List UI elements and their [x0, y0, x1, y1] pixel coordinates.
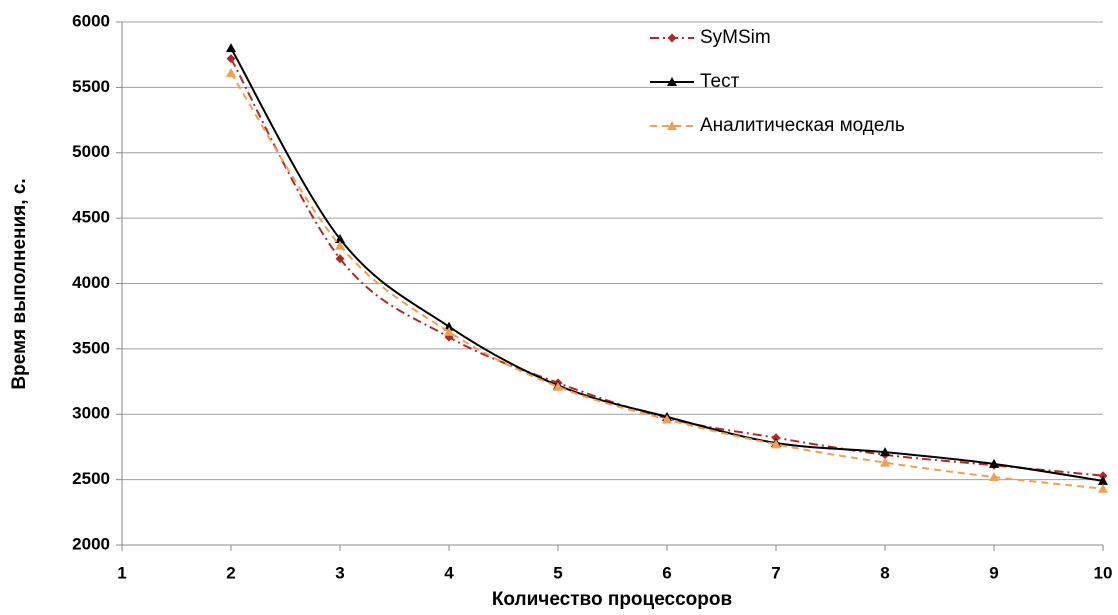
x-tick-label: 2: [226, 563, 235, 582]
point: [880, 447, 890, 457]
point: [444, 321, 454, 331]
legend-label: Тест: [700, 71, 740, 92]
point: [1098, 483, 1108, 493]
point: [335, 240, 345, 250]
y-tick-label: 3000: [72, 404, 110, 423]
y-tick-label: 4500: [72, 208, 110, 227]
legend-marker: [667, 33, 677, 43]
point: [553, 381, 563, 391]
x-axis-title: Количество процессоров: [492, 589, 732, 610]
point: [880, 457, 890, 467]
point: [226, 67, 236, 77]
x-tick-label: 1: [117, 563, 126, 582]
point: [771, 439, 781, 449]
y-axis-title: Время выполнения, с.: [9, 178, 30, 389]
point: [989, 458, 999, 468]
point: [989, 472, 999, 482]
y-tick-label: 3500: [72, 338, 110, 357]
point: [1098, 471, 1108, 481]
x-tick-label: 9: [989, 563, 998, 582]
legend-marker: [667, 121, 677, 130]
x-tick-label: 5: [553, 563, 562, 582]
x-tick-label: 7: [771, 563, 780, 582]
x-tick-label: 4: [444, 563, 454, 582]
point: [335, 234, 345, 244]
point: [444, 326, 454, 336]
y-tick-label: 2000: [72, 534, 110, 553]
point: [1098, 475, 1108, 485]
y-tick-label: 4000: [72, 273, 110, 292]
point: [771, 433, 781, 443]
x-tick-label: 8: [880, 563, 889, 582]
x-tick-label: 10: [1094, 563, 1113, 582]
point: [226, 54, 236, 64]
y-tick-label: 6000: [72, 11, 110, 30]
y-tick-label: 5500: [72, 77, 110, 96]
point: [226, 43, 236, 53]
legend-marker: [667, 77, 677, 86]
legend-label: Аналитическая модель: [700, 115, 905, 136]
point: [662, 414, 672, 424]
x-tick-label: 6: [662, 563, 671, 582]
series-line: [230, 72, 1104, 490]
x-tick-label: 3: [335, 563, 344, 582]
y-tick-label: 2500: [72, 469, 110, 488]
point: [335, 254, 345, 264]
legend-label: SyMSim: [700, 27, 771, 48]
y-tick-label: 5000: [72, 142, 110, 161]
